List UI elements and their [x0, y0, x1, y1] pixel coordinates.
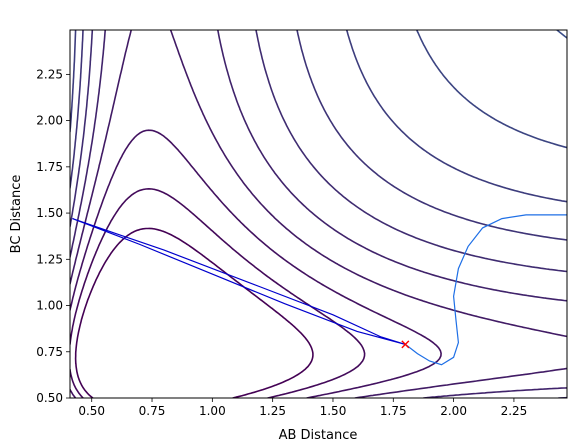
y-tick-label: 1.75 — [36, 160, 63, 174]
contour-line — [70, 30, 567, 203]
x-axis-label: AB Distance — [279, 428, 358, 443]
marker-layer — [401, 340, 410, 349]
x-tick-label: 0.75 — [139, 404, 166, 418]
x-tick-label: 2.00 — [440, 404, 467, 418]
y-tick-label: 1.50 — [36, 206, 63, 220]
x-tick-label: 1.50 — [320, 404, 347, 418]
y-axis-ticks: 0.50 0.75 1.00 1.25 1.50 1.75 2.00 2.25 — [36, 67, 70, 405]
y-tick-label: 1.00 — [36, 299, 63, 313]
x-tick-label: 2.25 — [501, 404, 528, 418]
trajectory-line — [405, 214, 567, 366]
y-tick-label: 0.50 — [36, 391, 63, 405]
y-tick-label: 1.25 — [36, 252, 63, 266]
y-axis-label: BC Distance — [9, 175, 24, 254]
x-tick-label: 1.75 — [380, 404, 407, 418]
x-tick-label: 1.00 — [199, 404, 226, 418]
plot-area — [70, 30, 567, 398]
y-tick-label: 2.25 — [36, 67, 63, 81]
plot-frame — [69, 29, 568, 399]
y-tick-label: 0.75 — [36, 345, 63, 359]
x-axis-ticks: 0.50 0.75 1.00 1.25 1.50 1.75 2.00 2.25 — [78, 398, 527, 418]
saddle-point-marker — [401, 340, 410, 349]
contour-line — [70, 30, 567, 398]
y-tick-label: 2.00 — [36, 114, 63, 128]
contour-line — [416, 30, 567, 149]
x-tick-label: 1.25 — [259, 404, 286, 418]
contour-line — [70, 129, 442, 398]
x-tick-label: 0.50 — [78, 404, 105, 418]
